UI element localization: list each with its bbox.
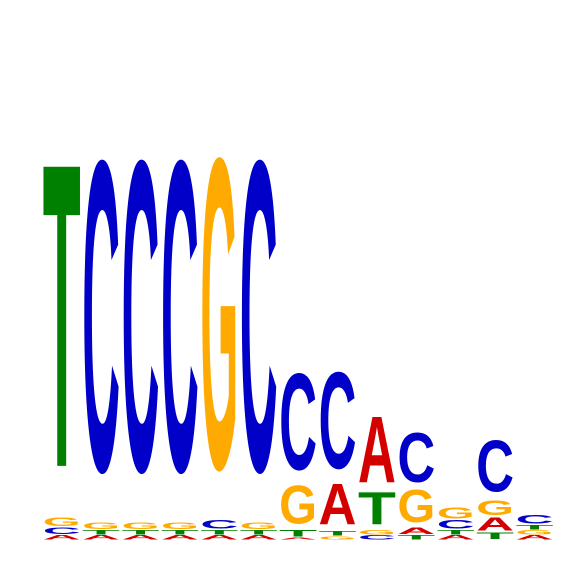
logo-letter-a: A bbox=[122, 534, 160, 541]
logo-letter-a: A bbox=[516, 534, 554, 541]
logo-letter-t: T bbox=[476, 531, 514, 541]
logo-letter-c: C bbox=[200, 518, 238, 532]
logo-letter-t: T bbox=[358, 483, 396, 534]
logo-letter-a: A bbox=[82, 534, 120, 541]
logo-letter-t: T bbox=[82, 529, 120, 536]
logo-letter-c: C bbox=[161, 70, 199, 566]
logo-letter-c: C bbox=[43, 526, 81, 536]
logo-letter-g: G bbox=[161, 521, 199, 531]
logo-letter-t: T bbox=[397, 534, 435, 541]
logo-letter-a: A bbox=[240, 534, 278, 541]
logo-letter-g: G bbox=[358, 529, 396, 536]
logo-letter-a: A bbox=[161, 534, 199, 541]
logo-letter-t: T bbox=[240, 529, 278, 536]
logo-letter-t: T bbox=[200, 529, 238, 536]
logo-letter-a: A bbox=[397, 526, 435, 536]
logo-letter-t: T bbox=[279, 528, 317, 538]
logo-letter-c: C bbox=[240, 70, 278, 566]
logo-letter-c: C bbox=[476, 425, 514, 508]
logo-letter-t: T bbox=[161, 529, 199, 536]
logo-letter-c: C bbox=[279, 346, 317, 499]
logo-letter-a: A bbox=[319, 472, 357, 537]
logo-letter-t: T bbox=[437, 529, 475, 536]
logo-letter-a: A bbox=[358, 398, 396, 503]
logo-letter-c: C bbox=[319, 345, 357, 498]
logo-letter-g: G bbox=[476, 496, 514, 520]
logo-letter-g: G bbox=[122, 521, 160, 531]
logo-letter-c: C bbox=[516, 513, 554, 527]
logo-letter-t: T bbox=[516, 524, 554, 531]
logo-letter-t: T bbox=[319, 530, 357, 537]
logo-letter-a: A bbox=[476, 514, 514, 535]
logo-letter-t: T bbox=[122, 529, 160, 536]
logo-letter-a: A bbox=[437, 534, 475, 541]
logo-letter-g: G bbox=[279, 475, 317, 536]
logo-letter-c: C bbox=[122, 70, 160, 566]
logo-letter-g: G bbox=[240, 521, 278, 531]
logo-letter-g: G bbox=[82, 521, 120, 531]
logo-letter-a: A bbox=[279, 537, 317, 540]
logo-letter-c: C bbox=[358, 534, 396, 541]
logo-letter-t: T bbox=[43, 73, 81, 559]
logo-letter-c: C bbox=[82, 70, 120, 566]
logo-letter-c: C bbox=[437, 518, 475, 532]
logo-letter-c: C bbox=[397, 420, 435, 498]
logo-letter-g: G bbox=[43, 515, 81, 529]
logo-letter-g: G bbox=[516, 529, 554, 536]
logo-letter-g: G bbox=[397, 481, 435, 532]
logo-letter-g: G bbox=[319, 535, 357, 540]
logo-letter-a: A bbox=[43, 534, 81, 541]
logo-letter-g: G bbox=[437, 504, 475, 521]
logo-letter-g: G bbox=[200, 65, 238, 561]
logo-letter-a: A bbox=[200, 534, 238, 541]
